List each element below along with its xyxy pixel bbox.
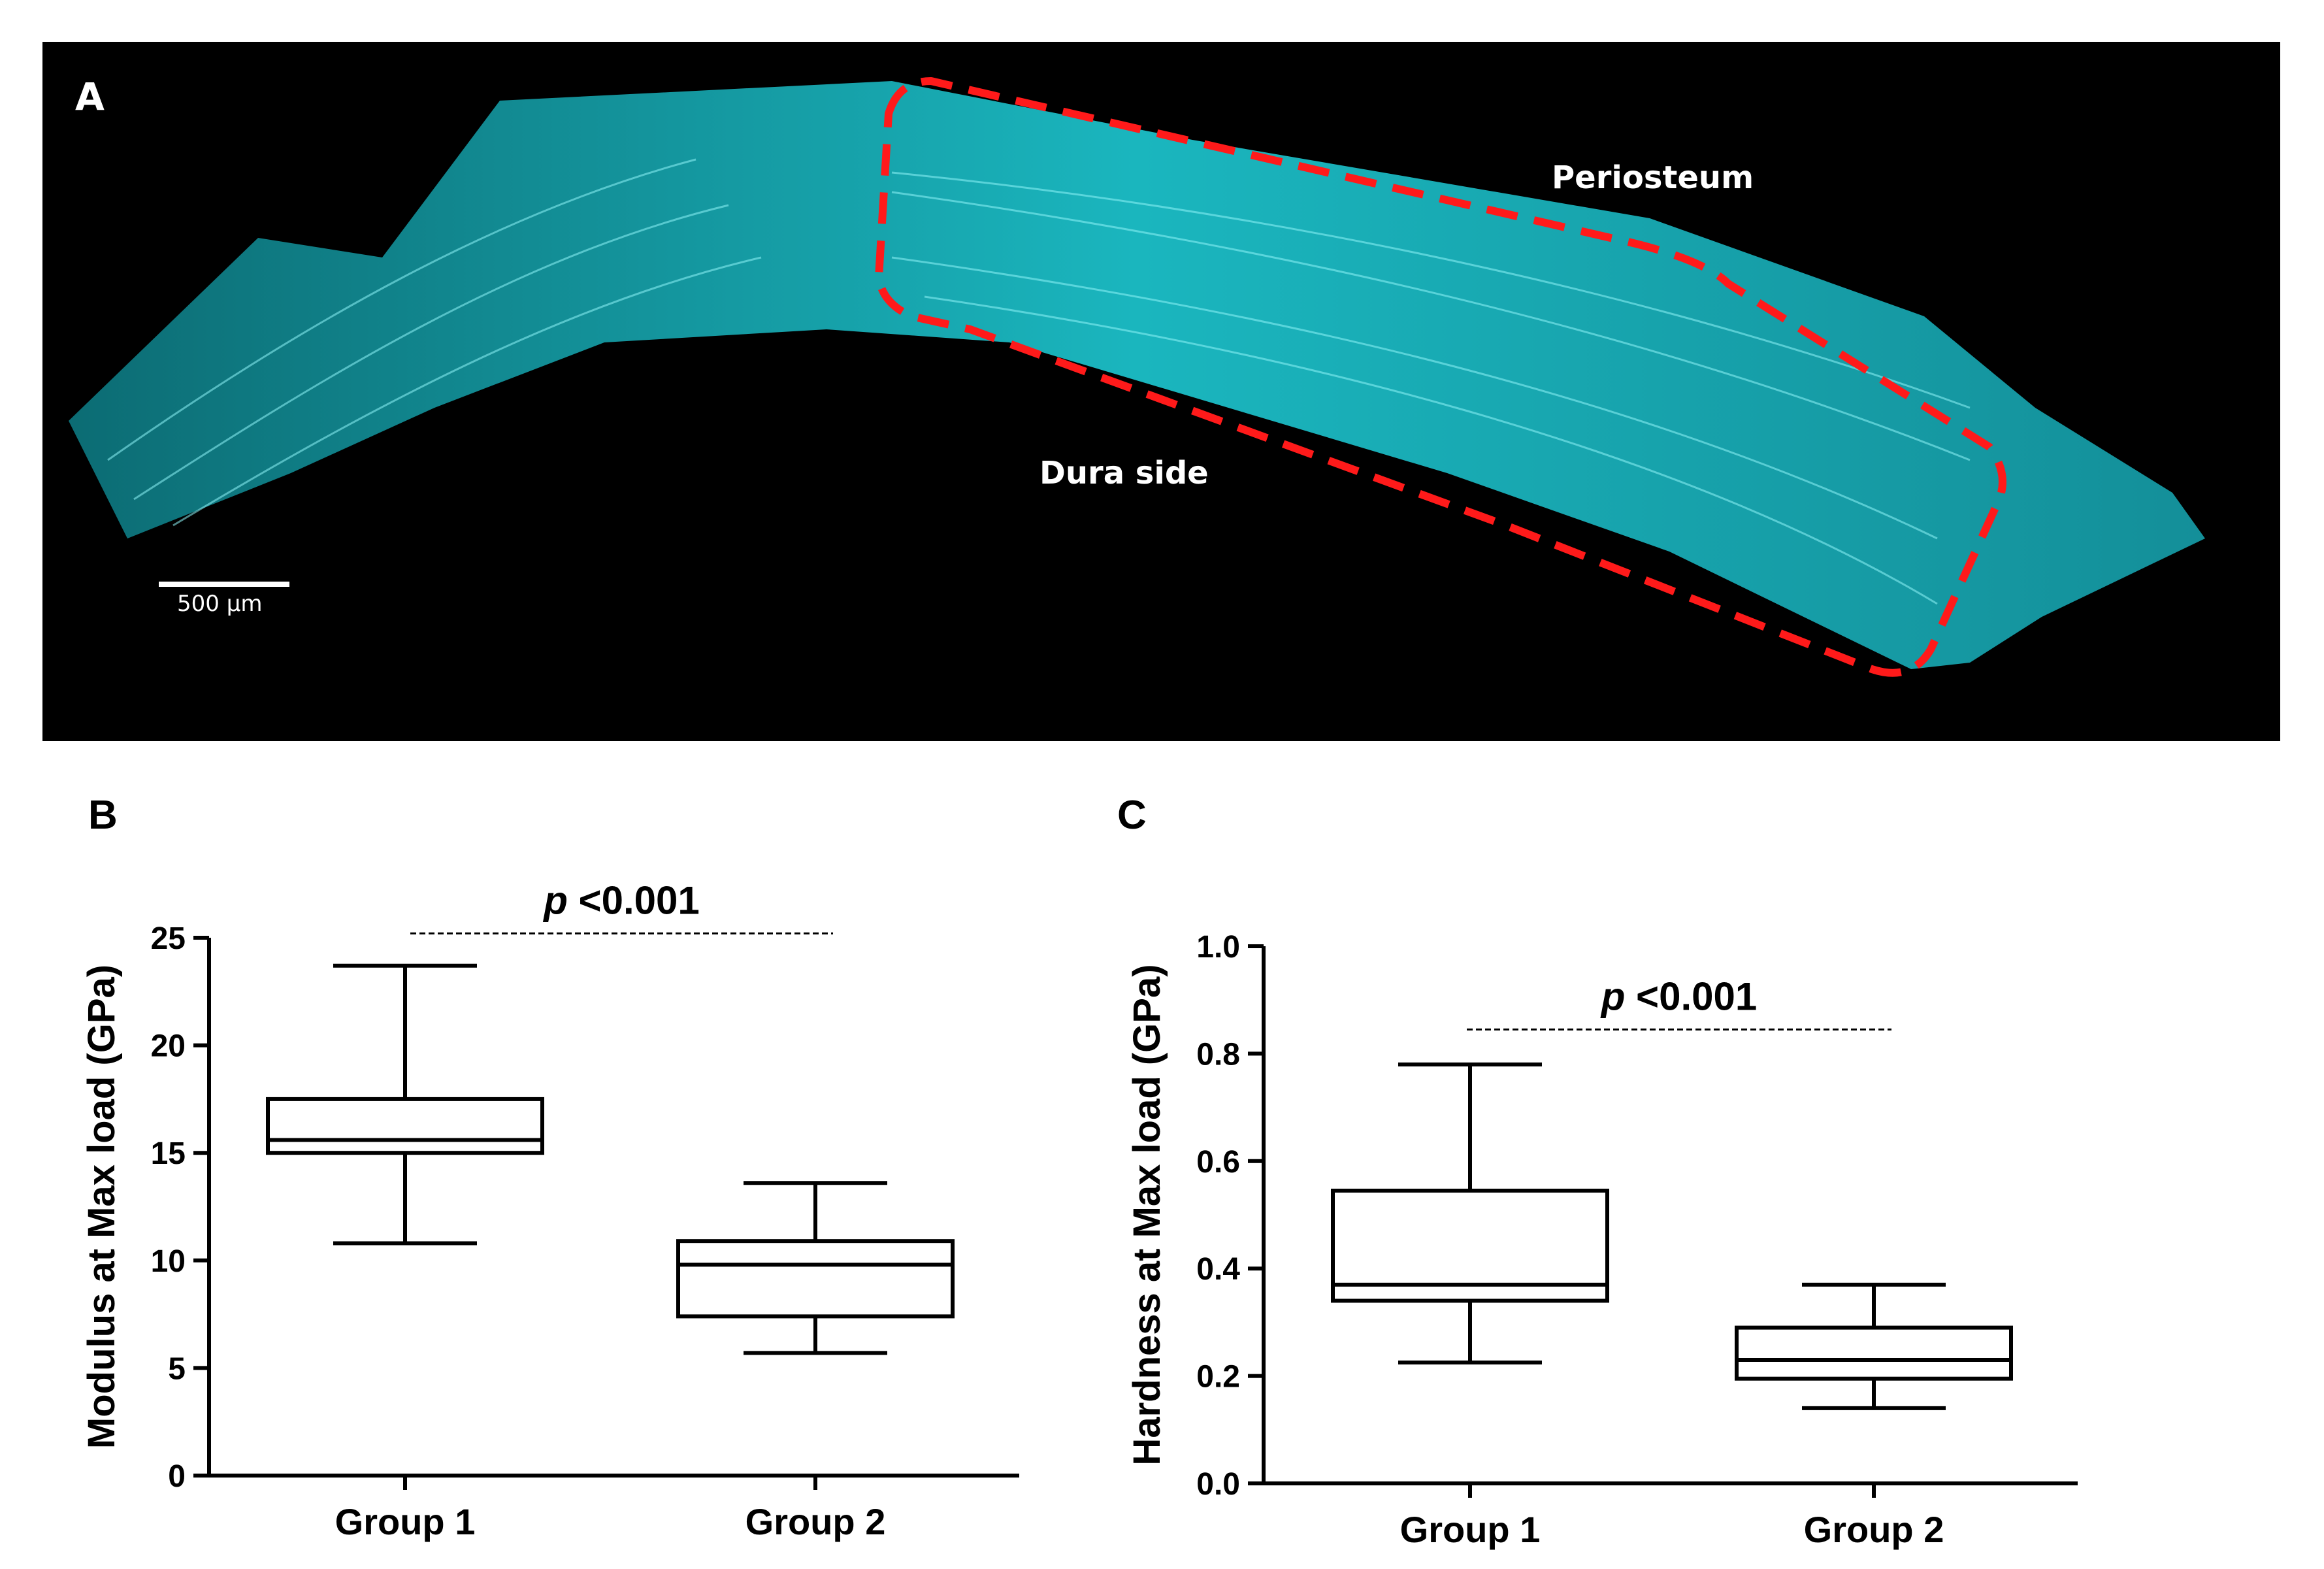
- box-1: [266, 963, 544, 1246]
- iqr-box: [266, 1097, 544, 1155]
- p-symbol: p: [1600, 974, 1626, 1018]
- p-symbol: p: [542, 878, 568, 922]
- tissue-section: [69, 81, 2205, 669]
- scale-bar-label: 500 µm: [177, 591, 263, 617]
- iqr-box: [676, 1239, 955, 1319]
- category-label: Group 1: [335, 1501, 476, 1542]
- y-tick-label: 10: [151, 1244, 186, 1279]
- micrograph-panel: A Periosteum Dura side 500 µm: [42, 42, 2280, 741]
- y-tick-label: 0.0: [1196, 1467, 1240, 1502]
- box-2: [676, 1181, 955, 1355]
- y-tick-label: 0.2: [1196, 1360, 1240, 1395]
- modulus-box-plot: B 0 5 10 15 20 25 Modulus at Max load (GPa) Grou…: [80, 793, 1019, 1542]
- tissue-fibers: [107, 158, 1971, 605]
- y-tick-label: 5: [168, 1351, 186, 1386]
- scale-bar: [159, 582, 289, 587]
- y-tick-label: 0.4: [1196, 1252, 1240, 1287]
- box-2: [1735, 1282, 2013, 1410]
- hardness-box-plot: C 0.0 0.2 0.4 0.6 0.8 1.0 Hardness at Max load …: [1117, 793, 2078, 1550]
- y-tick-label: 20: [151, 1029, 186, 1064]
- box-1: [1331, 1062, 1609, 1365]
- y-axis-title: Hardness at Max load (GPa): [1126, 964, 1168, 1465]
- category-label: Group 2: [1804, 1509, 1944, 1550]
- y-tick-label: 1.0: [1196, 930, 1240, 965]
- dura-side-label: Dura side: [1039, 455, 1209, 491]
- y-tick-label: 15: [151, 1136, 186, 1171]
- y-tick-label: 0.6: [1196, 1145, 1240, 1180]
- y-axis-title: Modulus at Max load (GPa): [80, 965, 123, 1449]
- panel-a-letter: A: [75, 74, 105, 119]
- significance-label: p <0.001: [1600, 974, 1758, 1018]
- iqr-box: [1735, 1325, 2013, 1381]
- panel-letter: C: [1117, 793, 1147, 838]
- p-threshold: <0.001: [568, 878, 700, 922]
- category-label: Group 1: [1400, 1509, 1541, 1550]
- significance-label: p <0.001: [542, 878, 700, 922]
- roi-outline: [875, 77, 2006, 677]
- y-tick-label: 25: [151, 921, 186, 956]
- p-threshold: <0.001: [1625, 974, 1757, 1018]
- category-label: Group 2: [745, 1501, 886, 1542]
- y-tick-label: 0: [168, 1459, 186, 1494]
- iqr-box: [1331, 1189, 1609, 1303]
- micrograph-image: [69, 77, 2205, 677]
- panel-letter: B: [88, 793, 118, 838]
- y-tick-label: 0.8: [1196, 1037, 1240, 1072]
- periosteum-label: Periosteum: [1552, 159, 1754, 196]
